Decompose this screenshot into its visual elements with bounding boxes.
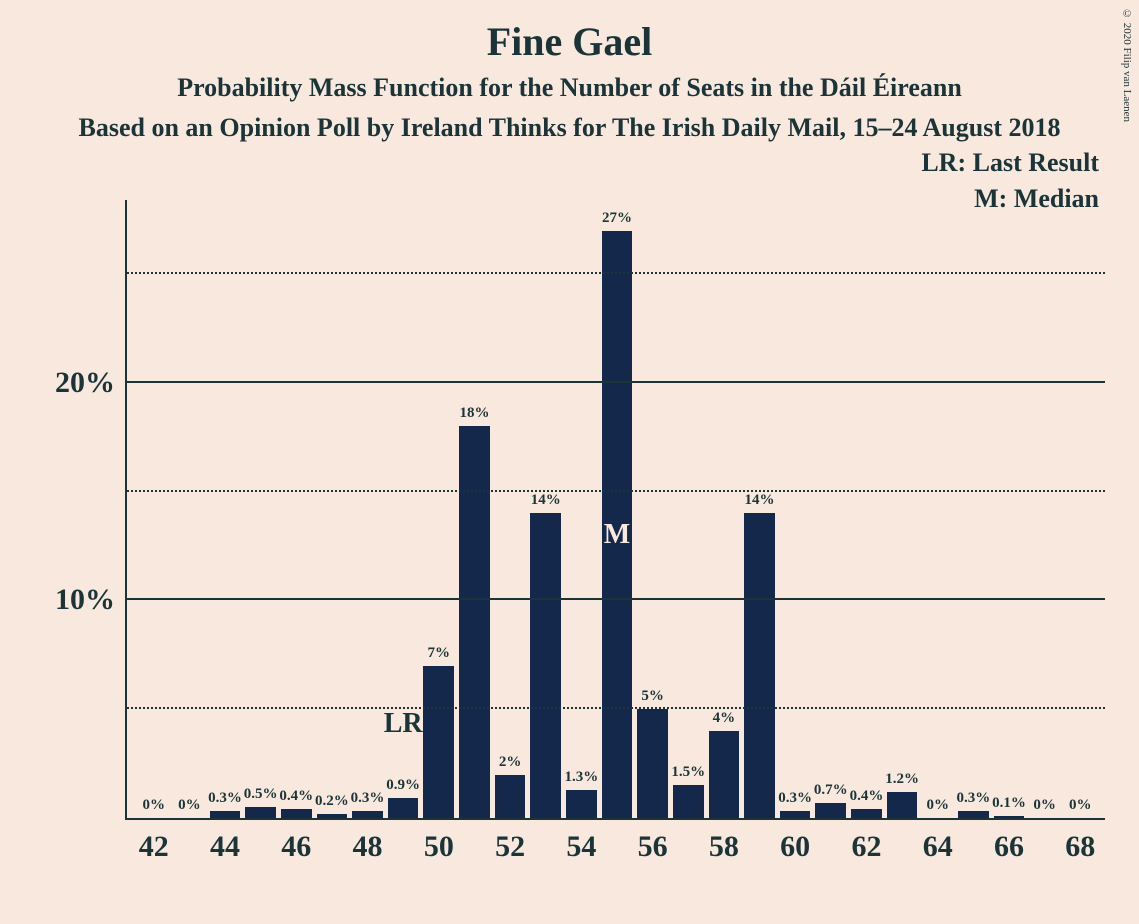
grid-minor <box>127 707 1105 709</box>
bar: 0.4% <box>851 809 882 818</box>
bar-value-label: 14% <box>745 492 775 509</box>
bar-value-label: 0.4% <box>850 788 884 805</box>
bar: 14% <box>530 513 561 818</box>
bar-value-label: 0.4% <box>279 788 313 805</box>
bar: 4% <box>709 731 740 818</box>
bar: 5% <box>637 709 668 818</box>
bar: 0.3% <box>352 811 383 818</box>
x-axis-label: 60 <box>780 830 810 864</box>
bar-value-label: 14% <box>531 492 561 509</box>
bar-value-label: 1.3% <box>564 769 598 786</box>
x-axis-label: 52 <box>495 830 525 864</box>
bar: 1.3% <box>566 790 597 818</box>
x-axis-label: 56 <box>638 830 668 864</box>
annotation-m: M <box>604 519 630 551</box>
bar-value-label: 0% <box>178 797 201 814</box>
bar: 0.7% <box>815 803 846 818</box>
x-axis-label: 58 <box>709 830 739 864</box>
grid-minor <box>127 490 1105 492</box>
bar-value-label: 0% <box>926 797 949 814</box>
bar: 0.3% <box>958 811 989 818</box>
bar: 0.2% <box>317 814 348 818</box>
bar-value-label: 0% <box>1069 797 1092 814</box>
bar: 0.4% <box>281 809 312 818</box>
bar-value-label: 0.2% <box>315 793 349 810</box>
bar: 2% <box>495 775 526 819</box>
x-axis-label: 44 <box>210 830 240 864</box>
grid-minor <box>127 272 1105 274</box>
bar: 0.3% <box>780 811 811 818</box>
bar: 7% <box>423 666 454 818</box>
bar: 1.5% <box>673 785 704 818</box>
bar-value-label: 2% <box>499 754 522 771</box>
bar-value-label: 0.3% <box>351 790 385 807</box>
bar-value-label: 0.1% <box>992 795 1026 812</box>
x-axis-label: 68 <box>1065 830 1095 864</box>
x-axis-label: 54 <box>566 830 596 864</box>
bar-value-label: 1.5% <box>671 764 705 781</box>
bar-value-label: 0.9% <box>386 777 420 794</box>
title-block: Fine Gael Probability Mass Function for … <box>0 0 1139 143</box>
bar-value-label: 0% <box>142 797 165 814</box>
x-axis-label: 42 <box>139 830 169 864</box>
bar-value-label: 7% <box>428 645 451 662</box>
annotation-lr: LR <box>384 708 423 740</box>
bars-group: 0%0%0.3%0.5%0.4%0.2%0.3%0.9%7%18%2%14%1.… <box>127 200 1105 818</box>
x-axis-label: 46 <box>281 830 311 864</box>
y-axis-label: 10% <box>55 583 115 617</box>
x-axis-label: 62 <box>851 830 881 864</box>
bar-value-label: 18% <box>459 405 489 422</box>
bar-value-label: 0.3% <box>778 790 812 807</box>
x-axis-label: 50 <box>424 830 454 864</box>
x-axis-label: 66 <box>994 830 1024 864</box>
bar-value-label: 0.5% <box>244 786 278 803</box>
bar: 14% <box>744 513 775 818</box>
bar: 0.3% <box>210 811 241 818</box>
bar-value-label: 1.2% <box>885 771 919 788</box>
bar: 18% <box>459 426 490 818</box>
grid-major <box>127 381 1105 383</box>
bar-value-label: 5% <box>641 688 664 705</box>
chart-subtitle-2: Based on an Opinion Poll by Ireland Thin… <box>0 113 1139 143</box>
plot-area: 0%0%0.3%0.5%0.4%0.2%0.3%0.9%7%18%2%14%1.… <box>125 200 1105 820</box>
bar-value-label: 0.3% <box>208 790 242 807</box>
chart-subtitle-1: Probability Mass Function for the Number… <box>0 73 1139 103</box>
bar-value-label: 4% <box>713 710 736 727</box>
bar-value-label: 0.3% <box>956 790 990 807</box>
bar-value-label: 0% <box>1033 797 1056 814</box>
legend-lr: LR: Last Result <box>921 148 1099 178</box>
bar: 1.2% <box>887 792 918 818</box>
grid-major <box>127 598 1105 600</box>
copyright-text: © 2020 Filip van Laenen <box>1121 8 1133 122</box>
bar: 0.5% <box>245 807 276 818</box>
bar-value-label: 27% <box>602 210 632 227</box>
bar: 0.1% <box>994 816 1025 818</box>
bar-value-label: 0.7% <box>814 782 848 799</box>
x-axis-label: 48 <box>353 830 383 864</box>
chart-title: Fine Gael <box>0 18 1139 65</box>
y-axis-label: 20% <box>55 366 115 400</box>
x-axis-label: 64 <box>923 830 953 864</box>
chart-container: Fine Gael Probability Mass Function for … <box>0 0 1139 924</box>
bar: 0.9% <box>388 798 419 818</box>
